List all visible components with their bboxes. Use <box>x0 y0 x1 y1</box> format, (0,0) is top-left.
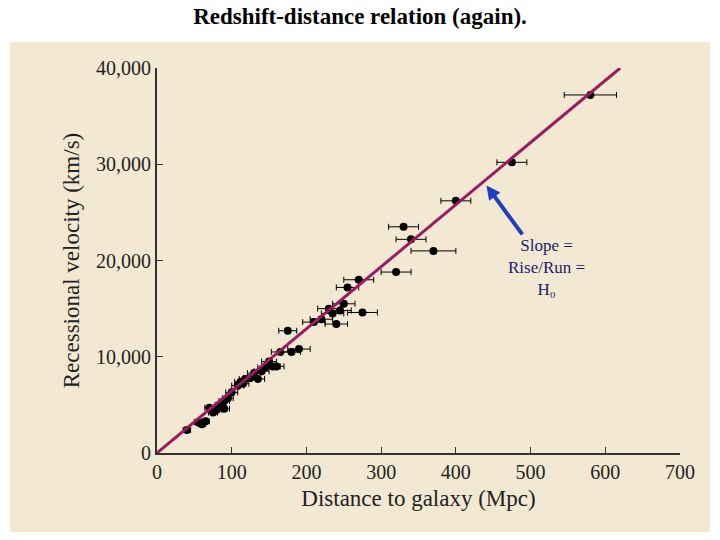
svg-text:10,000: 10,000 <box>96 346 151 368</box>
svg-text:600: 600 <box>590 461 620 483</box>
svg-text:Recessional velocity (km/s): Recessional velocity (km/s) <box>59 133 84 388</box>
svg-text:Distance to galaxy (Mpc): Distance to galaxy (Mpc) <box>301 486 535 511</box>
svg-text:20,000: 20,000 <box>96 250 151 272</box>
svg-text:0: 0 <box>152 461 162 483</box>
svg-text:200: 200 <box>291 461 321 483</box>
svg-text:Slope =Rise/Run =H₀: Slope =Rise/Run =H₀ <box>508 236 585 299</box>
svg-text:500: 500 <box>516 461 546 483</box>
svg-text:700: 700 <box>665 461 695 483</box>
svg-text:0: 0 <box>141 442 151 464</box>
svg-text:30,000: 30,000 <box>96 153 151 175</box>
svg-text:400: 400 <box>441 461 471 483</box>
svg-text:40,000: 40,000 <box>96 57 151 79</box>
html-text:Redshift-distance relation (ag: Redshift-distance relation (again). <box>193 4 527 29</box>
svg-text:300: 300 <box>366 461 396 483</box>
svg-text:100: 100 <box>217 461 247 483</box>
